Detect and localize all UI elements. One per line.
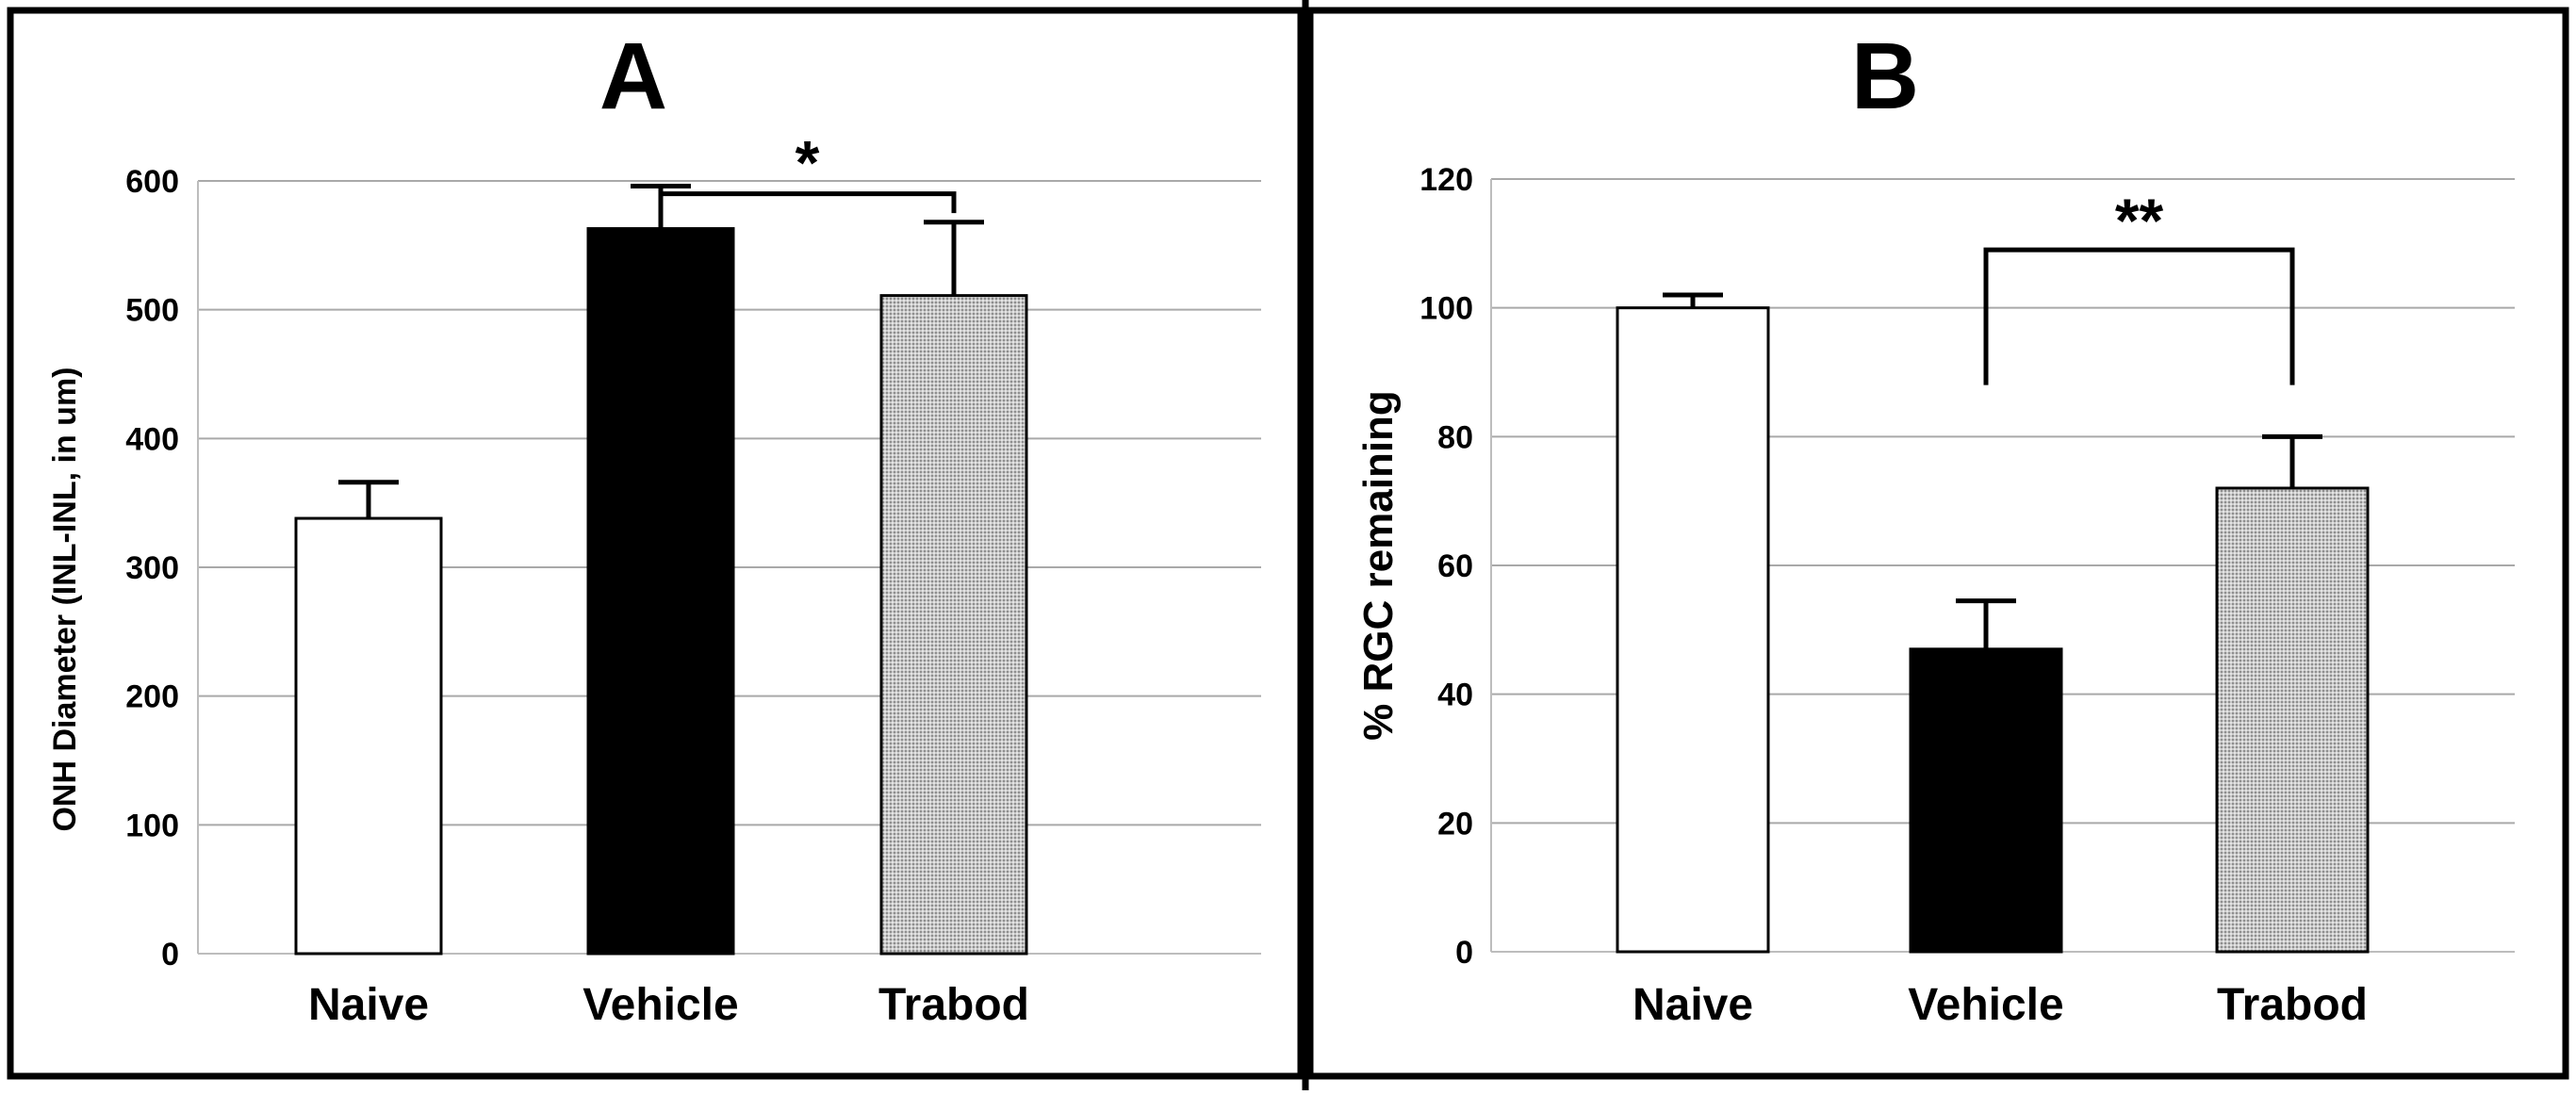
panel-b-letter: B [1851,24,1919,129]
panel-a-bar-vehicle [586,227,735,956]
panel-a-y-tick-label: 400 [125,421,179,457]
panel-a-category-label: Vehicle [582,980,738,1030]
panel-a-y-axis-label: ONH Diameter (INL-INL, in um) [47,367,83,831]
panel-b-y-tick-label: 100 [1419,291,1473,327]
panel-b-y-tick-label: 80 [1437,419,1473,455]
panel-a-plot: 0 100 200 300 400 500 600 Naive Vehicle Trabod * [125,128,1261,1030]
panel-b-category-label: Trabod [2217,980,2368,1030]
panel-b-y-tick-label: 20 [1437,806,1473,842]
panel-b-y-tick-label: 40 [1437,678,1473,713]
panel-a-y-tick-label: 200 [125,679,179,715]
panel-b-bar-vehicle [1909,647,2063,954]
panel-a-y-tick-label: 300 [125,550,179,586]
panel-b-significance-label: ** [2115,186,2164,255]
panel-a-category-label: Trabod [878,980,1029,1030]
panel-b-border [1306,7,2569,1080]
panel-b-category-label: Vehicle [1908,980,2063,1030]
panel-a-letter: A [599,24,667,129]
panel-b-y-tick-label: 0 [1455,935,1473,971]
panel-b-plot: 0 20 40 60 80 100 120 Naive Vehicle Trabod ** [1419,162,2515,1030]
panel-a-significance-label: * [796,128,820,198]
panel-a-border [7,7,1304,1080]
panel-b-bar-trabod [2215,486,2370,954]
panel-b-significance-bracket [1983,247,2295,385]
panel-a-bar-naive [294,516,443,956]
panel-b-y-tick-label: 120 [1419,162,1473,198]
panel-b-y-tick-label: 60 [1437,548,1473,584]
panel-a-category-label: Naive [308,980,429,1030]
panel-b-y-axis-label: % RGC remaining [1355,390,1402,741]
panel-a-y-tick-label: 500 [125,293,179,329]
panel-b-bar-naive [1616,306,1770,954]
panel-a-y-tick-label: 100 [125,808,179,843]
panel-a-significance-bracket [658,191,957,220]
panel-a-bar-trabod [879,294,1028,956]
panel-a-y-tick-label: 600 [125,164,179,200]
panel-a-y-tick-label: 0 [161,937,179,972]
panel-b-category-label: Naive [1633,980,1753,1030]
